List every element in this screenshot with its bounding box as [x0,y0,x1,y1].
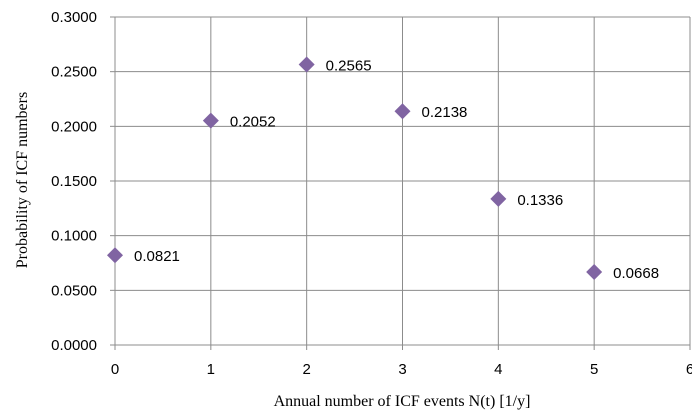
data-label: 0.2052 [230,114,276,131]
x-tick-label: 2 [302,361,310,378]
data-point [586,263,603,280]
x-tick-label: 6 [686,361,692,378]
x-tick-label: 3 [398,361,406,378]
data-point [490,190,507,207]
data-points [107,56,603,280]
x-axis-title: Annual number of ICF events N(t) [1/y] [274,393,531,410]
y-tick-label: 0.3000 [51,9,97,26]
y-tick-label: 0.2500 [51,64,97,81]
x-tick-label: 0 [111,361,119,378]
axes [110,16,691,350]
y-tick-label: 0.1500 [51,173,97,190]
data-labels: 0.0821 0.2052 0.2565 0.2138 0.1336 0.0668 [134,58,659,282]
y-tick-label: 0.0500 [51,282,97,299]
data-point [394,103,411,120]
y-tick-label: 0.1000 [51,228,97,245]
data-label: 0.0821 [134,248,180,265]
data-label: 0.0668 [613,265,659,282]
x-tick-label: 1 [207,361,215,378]
grid [114,16,691,346]
y-tick-label: 0.2000 [51,118,97,135]
x-tick-label: 5 [590,361,598,378]
y-tick-label: 0.0000 [51,337,97,354]
y-axis-title: Probability of ICF numbers [14,92,31,268]
data-point [202,112,219,129]
y-tick-labels: 0.0000 0.0500 0.1000 0.1500 0.2000 0.2500 0.30… [51,9,97,354]
data-label: 0.2565 [326,58,372,75]
data-label: 0.2138 [422,104,468,121]
data-point [298,56,315,73]
x-tick-labels: 0 1 2 3 4 5 6 [111,361,692,378]
data-label: 0.1336 [517,192,563,209]
x-tick-label: 4 [494,361,502,378]
data-point [107,247,123,264]
